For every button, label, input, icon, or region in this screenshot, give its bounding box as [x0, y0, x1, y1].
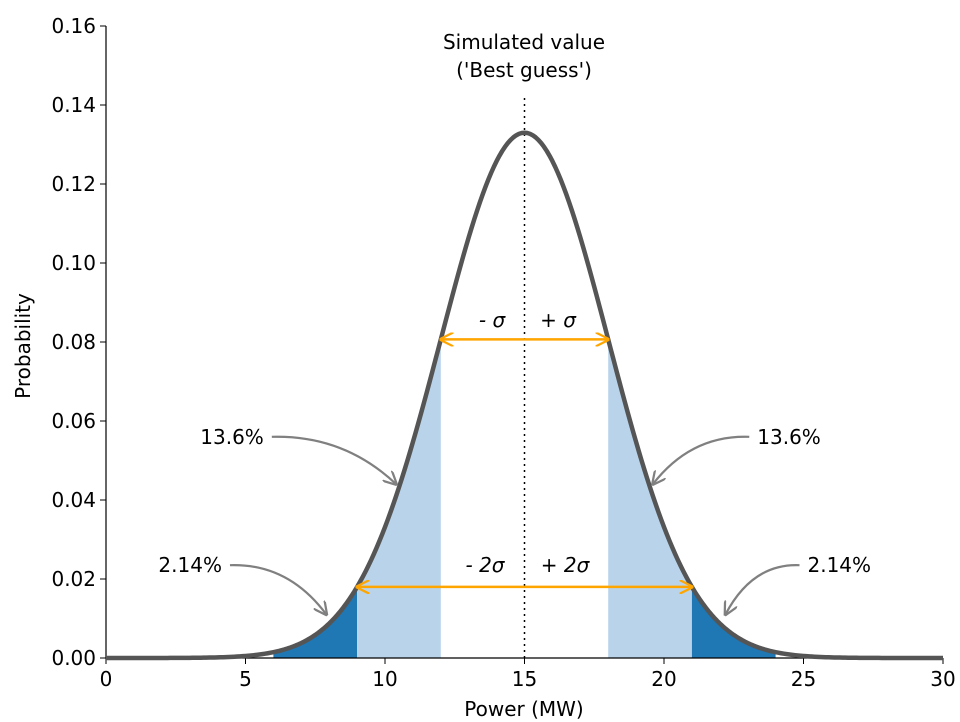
y-axis-label: Probability: [11, 293, 35, 399]
y-tick-label: 0.04: [51, 488, 96, 512]
annotation-arrow-0: [271, 435, 396, 484]
curve-layer: [106, 98, 943, 661]
y-tick-label: 0.00: [51, 646, 96, 670]
x-tick-label: 30: [930, 667, 955, 691]
annotation-arrow-1: [653, 435, 750, 484]
y-tick-label: 0.02: [51, 567, 96, 591]
plus-sigma-label: + σ: [540, 308, 577, 332]
band-right-2to3-sigma: [691, 586, 776, 658]
y-tick-label: 0.14: [51, 93, 96, 117]
x-tick-label: 25: [791, 667, 816, 691]
annotation-left-0: 13.6%: [200, 425, 264, 449]
annotation-arrow-2: [229, 564, 326, 614]
mean-label-line1: Simulated value: [443, 30, 605, 54]
x-tick-label: 5: [239, 667, 252, 691]
y-tick-label: 0.16: [51, 14, 96, 38]
x-tick-label: 15: [512, 667, 537, 691]
y-tick-label: 0.06: [51, 409, 96, 433]
x-axis-label: Power (MW): [464, 697, 583, 721]
y-tick-label: 0.08: [51, 330, 96, 354]
mean-label-line2: ('Best guess'): [456, 58, 592, 82]
axes: 0 5 10 15 20 25 30 0.00 0.02 0.04 0.06 0.08 0.10 0.12…: [51, 14, 955, 691]
y-tick-label: 0.12: [51, 172, 96, 196]
minus-sigma-label: - σ: [479, 308, 507, 332]
annotation-right-3: 2.14%: [808, 553, 872, 577]
x-tick-label: 20: [651, 667, 676, 691]
distribution-curve: [106, 130, 943, 661]
minus-2sigma-label: - 2σ: [466, 553, 506, 577]
annotation-arrow-3: [725, 564, 800, 614]
annotation-right-1: 13.6%: [757, 425, 821, 449]
band-left-2to3-sigma: [273, 586, 358, 658]
x-tick-label: 0: [100, 667, 113, 691]
x-tick-label: 10: [372, 667, 397, 691]
annotation-left-2: 2.14%: [158, 553, 222, 577]
annotations: 13.6% 13.6% 2.14% 2.14%: [158, 339, 871, 614]
y-tick-label: 0.10: [51, 251, 96, 275]
plus-2sigma-label: + 2σ: [541, 553, 591, 577]
